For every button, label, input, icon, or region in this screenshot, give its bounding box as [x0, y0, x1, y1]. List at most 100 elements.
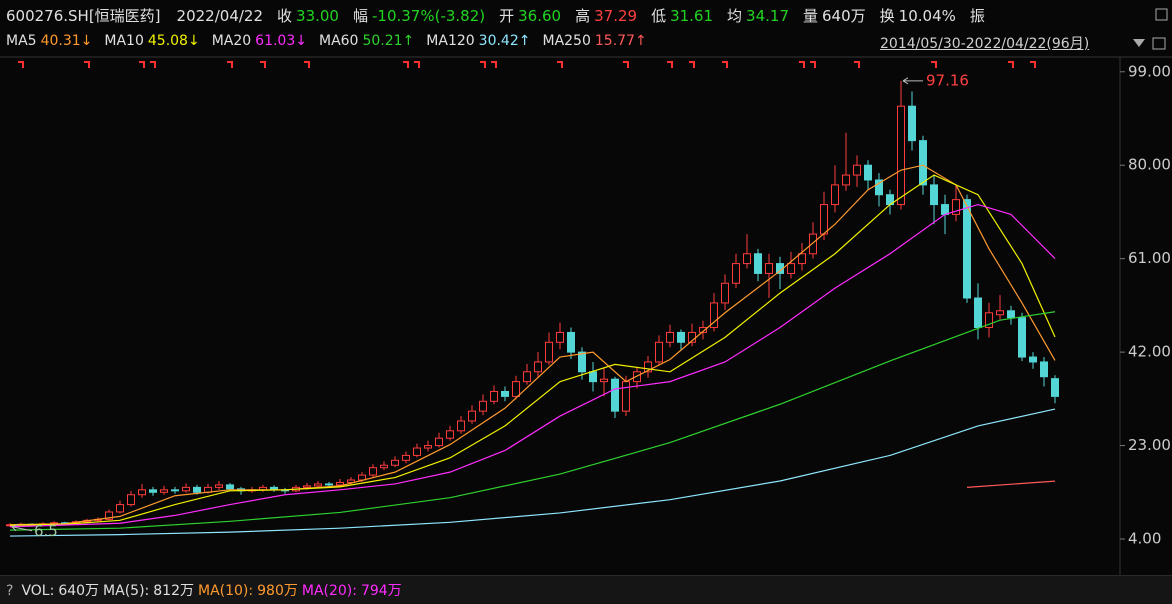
stat-value: -10.37%(-3.82) — [372, 7, 486, 25]
candle-body — [556, 331, 564, 343]
event-mark — [1008, 61, 1014, 68]
candle-body — [1007, 310, 1015, 319]
event-mark — [810, 61, 816, 68]
candle-body — [380, 464, 388, 469]
candle-body — [545, 341, 553, 363]
stat-label: 换 — [879, 7, 895, 25]
candle-body — [952, 199, 960, 215]
quote-header: 600276.SH[恒瑞医药] 2022/04/22 收 33.00 幅 -10.37%(… — [6, 5, 989, 26]
event-mark — [260, 61, 266, 68]
ma-line — [9, 311, 1056, 531]
event-mark — [491, 61, 497, 68]
vol-value: 980万 — [257, 583, 298, 599]
ma-name: MA5 — [6, 33, 37, 49]
candle-body — [347, 479, 355, 483]
candle-body — [303, 485, 311, 488]
candle-body — [655, 341, 663, 363]
candle-body — [512, 381, 520, 397]
y-tick-label: 99.00 — [1128, 62, 1171, 80]
candle-body — [479, 400, 487, 412]
candle-body — [677, 331, 685, 343]
candle-body — [424, 445, 432, 449]
event-mark — [689, 61, 695, 68]
stat-value: 640万 — [822, 7, 866, 25]
candle-body — [1051, 378, 1059, 397]
ma-line — [9, 408, 1056, 537]
candle-body — [468, 410, 476, 422]
dropdown-arrow[interactable] — [1133, 39, 1145, 47]
candle-body — [930, 184, 938, 206]
volume-legend: ? VOL: 640万 MA(5): 812万 MA(10): 980万 MA(20): 794… — [6, 580, 406, 600]
stat-label: 低 — [651, 7, 667, 25]
candle-body — [116, 504, 124, 513]
event-mark — [722, 61, 728, 68]
candle-body — [193, 486, 201, 493]
event-mark — [623, 61, 629, 68]
candle-body — [149, 489, 157, 493]
candle-body — [534, 361, 542, 373]
event-mark — [414, 61, 420, 68]
candle-body — [523, 371, 531, 383]
event-mark — [150, 61, 156, 68]
ma-line — [9, 203, 1056, 528]
candle-body — [369, 467, 377, 476]
event-mark — [18, 61, 24, 68]
candle-body — [842, 174, 850, 186]
candle-body — [798, 253, 806, 265]
candle-body — [501, 390, 509, 397]
candle-body — [600, 378, 608, 383]
stat-label: 开 — [499, 7, 515, 25]
panel-toggle[interactable] — [1152, 37, 1166, 50]
stat-label: 均 — [727, 7, 743, 25]
event-mark — [304, 61, 310, 68]
ma-value: 15.77↑ — [594, 33, 647, 49]
candle-body — [578, 351, 586, 373]
vol-value: 640万 — [58, 583, 100, 599]
candle-body — [1029, 356, 1037, 363]
stat-value: 34.17 — [746, 7, 789, 25]
stat-value: 36.60 — [518, 7, 562, 25]
help-icon: ? — [6, 583, 14, 599]
candle-body — [413, 447, 421, 456]
candle-body — [391, 459, 399, 466]
stat-label: 量 — [803, 7, 819, 25]
ma-line — [9, 164, 1056, 526]
vol-value: 794万 — [360, 583, 402, 599]
candle-body — [1018, 317, 1026, 358]
date: 2022/04/22 — [176, 7, 264, 25]
ma-legend: MA5 40.31↓ MA10 45.08↓ MA20 61.03↓ MA60 50.21↑ M… — [6, 33, 659, 49]
candle-body — [974, 297, 982, 329]
event-mark — [84, 61, 90, 68]
candle-body — [941, 204, 949, 215]
y-tick-label: 4.00 — [1128, 530, 1161, 548]
vol-label: MA(20): — [301, 583, 357, 599]
candle-body — [402, 454, 410, 461]
candle-body — [325, 483, 333, 486]
event-mark — [854, 61, 860, 68]
candle-body — [435, 437, 443, 447]
candle-body — [787, 263, 795, 274]
stat-label: 幅 — [352, 7, 368, 25]
candle-body — [622, 381, 630, 412]
candle-body — [138, 489, 146, 496]
candle-body — [831, 184, 839, 206]
vol-label: MA(5): — [103, 583, 150, 599]
peak-arrow — [902, 77, 923, 85]
event-mark — [931, 61, 937, 68]
candle-body — [853, 164, 861, 176]
ma-name: MA10 — [104, 33, 144, 49]
candle-body — [754, 253, 762, 274]
expand-icon[interactable] — [1155, 8, 1168, 21]
date-range[interactable]: 2014/05/30-2022/04/22(96月) — [880, 36, 1090, 52]
candle-body — [490, 390, 498, 402]
candle-body — [996, 310, 1004, 316]
candle-body — [666, 331, 674, 343]
candle-body — [171, 489, 179, 492]
candle-body — [611, 378, 619, 412]
event-mark — [667, 61, 673, 68]
stat-label: 收 — [277, 7, 293, 25]
candle-body — [105, 511, 113, 520]
low-arrow — [11, 524, 33, 532]
candle-body — [875, 179, 883, 196]
